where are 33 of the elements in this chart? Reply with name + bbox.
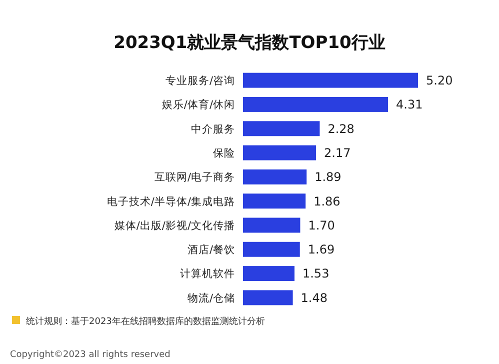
- y-tick-label: 专业服务/咨询: [165, 74, 235, 87]
- text: 统计规则：基于2023年在线招聘数据库的数据监测统计分析: [26, 316, 265, 327]
- data-label: 4.31: [396, 98, 423, 112]
- data-label: 1.86: [314, 194, 340, 208]
- y-tick-label: 娱乐/体育/休闲: [162, 98, 235, 112]
- y-tick-label: 互联网/电子商务: [154, 170, 235, 184]
- data-label: 1.48: [300, 290, 328, 305]
- chart-title: 2023Q1就业景气指数TOP10行业: [114, 33, 386, 53]
- y-tick-label: 计算机软件: [180, 267, 235, 280]
- data-label: 2.17: [324, 146, 351, 160]
- bar: [243, 194, 306, 209]
- data-label: 1.89: [314, 170, 342, 184]
- y-tick-label: 媒体/出版/影视/文化传播: [114, 218, 235, 232]
- bar: [243, 96, 388, 112]
- y-tick-label: 物流/仓储: [187, 291, 235, 304]
- data-label: 5.20: [426, 74, 453, 88]
- text: Copyright©2023 all rights reserved: [10, 350, 170, 360]
- y-tick-label: 酒店/餐饮: [187, 243, 235, 256]
- bar: [243, 266, 294, 282]
- data-label: 1.69: [308, 242, 335, 257]
- bar: [243, 169, 307, 184]
- bar: [243, 121, 320, 136]
- y-tick-label: 保险: [213, 147, 235, 160]
- data-label: 2.28: [328, 122, 354, 136]
- y-tick-label: 中介服务: [191, 122, 235, 136]
- bar: [243, 242, 300, 257]
- bar: [243, 218, 300, 233]
- bar: [243, 290, 293, 306]
- y-tick-label: 电子技术/半导体/集成电路: [106, 194, 235, 208]
- data-label: 1.53: [302, 266, 330, 281]
- data-label: 1.70: [308, 218, 335, 232]
- bar: [243, 72, 418, 88]
- bar: [243, 145, 316, 160]
